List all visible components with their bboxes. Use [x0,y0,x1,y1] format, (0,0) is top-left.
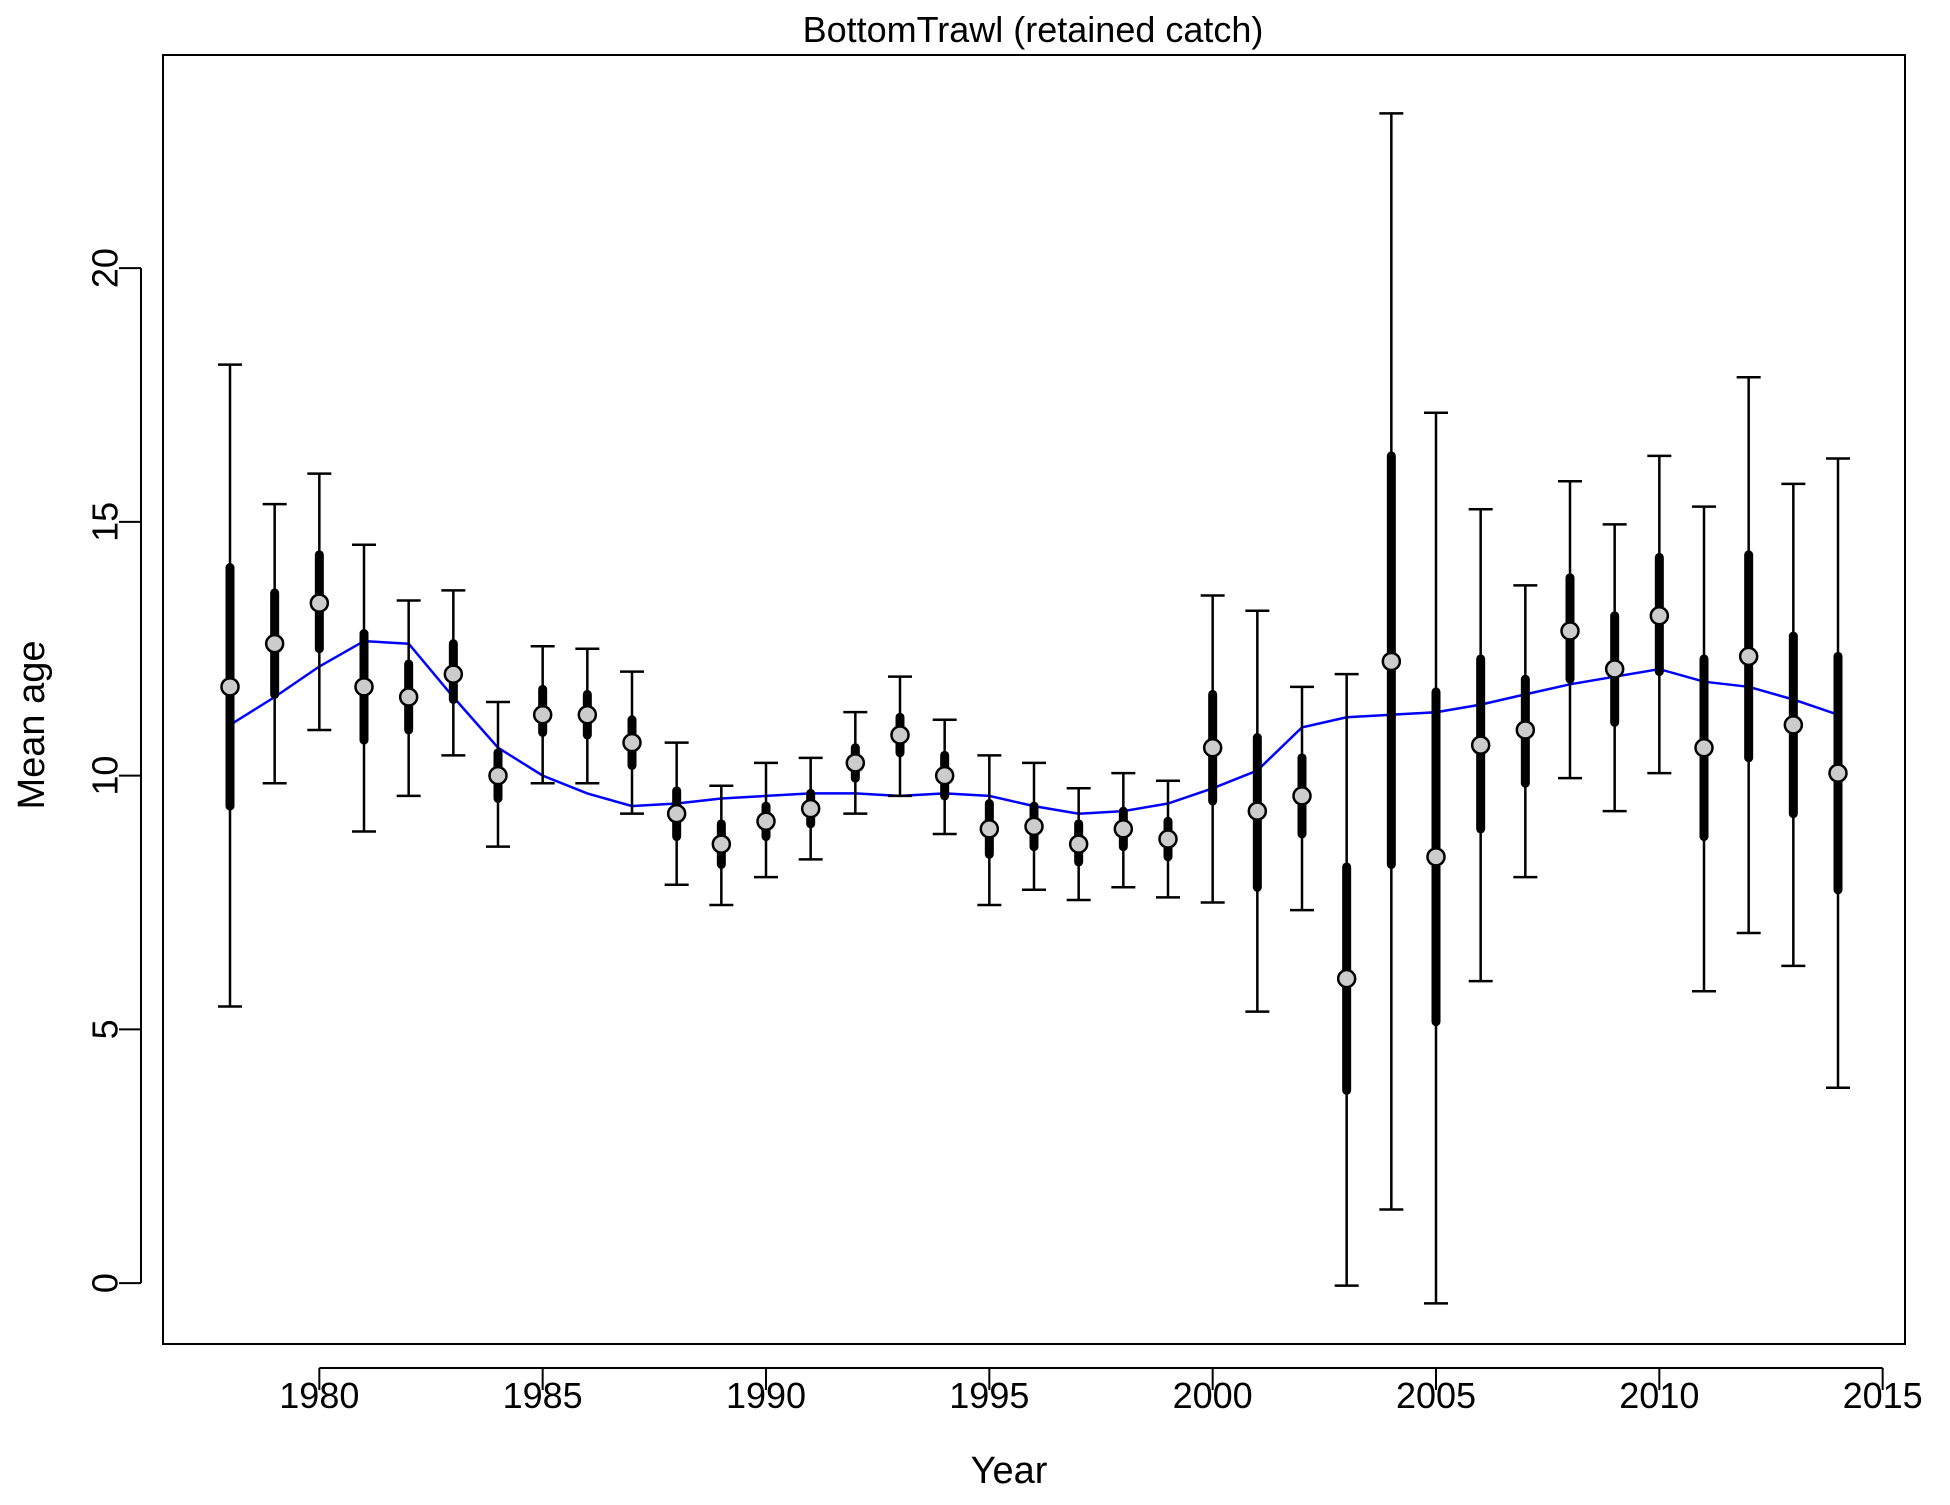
observation-2009 [1602,523,1627,813]
data-point [309,593,330,613]
data-point [488,765,508,786]
data-point [1515,720,1536,740]
observation-1983 [441,589,466,757]
observation-1982 [396,599,421,798]
data-point [1158,829,1178,849]
data-point [532,704,553,725]
observation-1991 [798,756,823,861]
observation-1986 [575,647,600,785]
points-layer [218,112,1850,1305]
observation-2011 [1692,505,1716,993]
observation-2008 [1558,480,1582,780]
observation-1993 [888,675,912,798]
x-tick-label: 2000 [1173,1375,1253,1416]
data-point [1202,737,1223,758]
data-point [398,687,419,707]
data-point [1381,651,1402,672]
observation-2012 [1736,376,1761,935]
data-point [1113,819,1134,839]
observation-2005 [1424,411,1448,1305]
observation-1996 [1022,761,1046,892]
observation-1999 [1156,779,1180,899]
data-point [354,677,374,697]
observation-1978 [218,363,242,1008]
observation-2003 [1334,672,1359,1287]
chart-title: BottomTrawl (retained catch) [803,9,1264,50]
data-point [1292,786,1312,806]
x-tick-label: 2010 [1619,1375,1699,1416]
observation-1990 [754,761,778,879]
observation-1979 [262,502,287,785]
data-point [1828,763,1848,783]
data-point [890,725,910,745]
data-point [666,803,687,824]
x-tick-label: 1980 [279,1375,359,1416]
observation-1997 [1066,787,1091,902]
data-point [264,633,285,654]
observation-1980 [307,472,332,732]
x-axis-label: Year [971,1450,1048,1492]
data-point [756,811,776,832]
observation-2004 [1379,112,1404,1211]
observation-1984 [486,700,510,848]
data-point [1560,621,1580,641]
data-point [622,732,642,753]
data-point [1247,801,1268,821]
data-point [577,704,598,725]
data-point [1738,646,1759,667]
data-point [1426,847,1446,867]
observation-2010 [1647,454,1672,775]
data-point [1024,816,1044,837]
observation-2002 [1290,685,1314,912]
plot-frame [162,54,1906,1345]
observation-1985 [530,644,555,785]
axes: 1980 1985 1990 1995 2000 2005 2010 2015 0 5 10 15 20 [85,248,1923,1416]
y-tick-label: 20 [85,248,126,288]
observation-2014 [1826,457,1850,1089]
observation-1992 [843,710,868,815]
y-tick-label: 0 [85,1273,126,1293]
data-point [1336,968,1357,989]
data-point [934,765,955,786]
data-point [443,664,464,684]
data-point [1649,606,1670,626]
x-tick-label: 1995 [949,1375,1029,1416]
observation-1988 [664,741,689,886]
y-tick-label: 10 [85,756,126,796]
data-point [845,753,866,773]
observation-1998 [1111,771,1136,889]
y-axis-label: Mean age [11,640,53,809]
data-point [1470,735,1491,755]
observation-2000 [1200,594,1225,904]
observation-2007 [1513,584,1538,879]
observation-2013 [1781,482,1806,968]
x-tick-label: 2015 [1843,1375,1923,1416]
observation-1987 [620,670,644,815]
x-tick-label: 1990 [726,1375,806,1416]
x-tick-label: 2005 [1396,1375,1476,1416]
observation-1995 [977,754,1002,907]
observation-1989 [709,784,734,907]
y-tick-label: 15 [85,502,126,542]
y-tick-label: 5 [85,1019,126,1039]
observation-2006 [1468,507,1493,983]
x-tick-label: 1985 [503,1375,583,1416]
observation-1981 [352,543,376,833]
observation-2001 [1245,609,1270,1013]
data-point [979,819,1000,839]
observation-1994 [932,718,957,836]
data-point [1694,737,1714,758]
data-point [711,834,732,854]
data-point [800,798,821,819]
data-point [220,677,240,697]
data-point [1604,659,1625,679]
data-point [1783,715,1804,735]
data-point [1068,834,1089,854]
